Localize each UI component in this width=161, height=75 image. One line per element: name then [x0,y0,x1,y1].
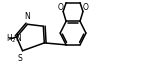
Text: O: O [83,3,89,12]
Text: O: O [57,3,63,12]
Text: H$_2$N: H$_2$N [6,33,22,45]
Text: N: N [25,12,30,21]
Text: S: S [17,54,22,63]
